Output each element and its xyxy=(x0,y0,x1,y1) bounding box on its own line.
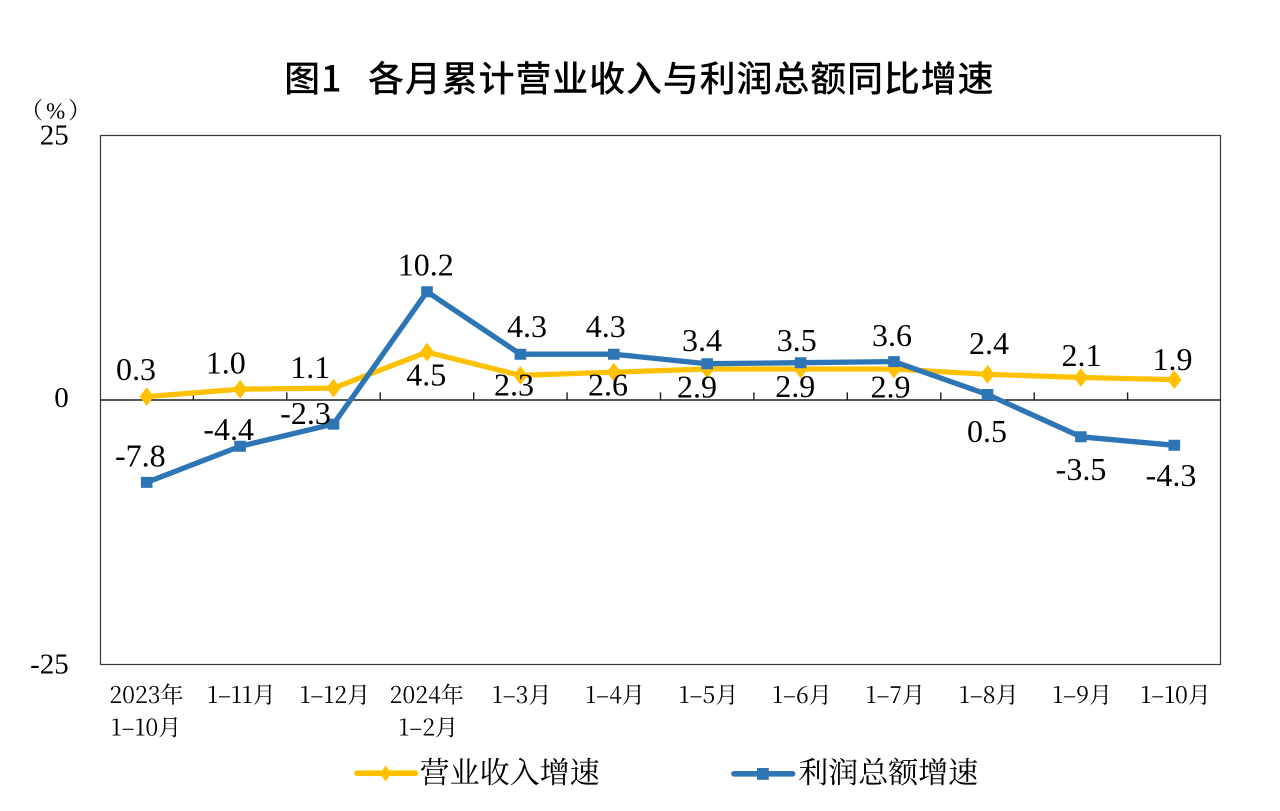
svg-text:-2.3: -2.3 xyxy=(280,395,331,431)
svg-text:2.9: 2.9 xyxy=(871,368,911,404)
svg-text:-25: -25 xyxy=(30,649,69,681)
svg-text:2.1: 2.1 xyxy=(1062,337,1102,373)
svg-text:-4.3: -4.3 xyxy=(1146,457,1197,493)
svg-text:4.5: 4.5 xyxy=(406,357,446,393)
svg-text:-3.5: -3.5 xyxy=(1056,451,1107,487)
svg-text:0.5: 0.5 xyxy=(967,413,1007,449)
svg-text:1.9: 1.9 xyxy=(1153,341,1193,377)
svg-text:10.2: 10.2 xyxy=(398,247,454,283)
svg-text:-7.8: -7.8 xyxy=(115,438,166,474)
svg-text:2.9: 2.9 xyxy=(677,369,717,405)
svg-text:1.1: 1.1 xyxy=(290,349,330,385)
svg-text:4.3: 4.3 xyxy=(507,308,547,344)
svg-text:3.5: 3.5 xyxy=(777,322,817,358)
svg-text:2.9: 2.9 xyxy=(775,368,815,404)
svg-text:-4.4: -4.4 xyxy=(203,411,254,447)
svg-text:0: 0 xyxy=(54,382,69,414)
svg-text:1.0: 1.0 xyxy=(206,345,246,381)
svg-text:3.6: 3.6 xyxy=(872,317,912,353)
svg-text:3.4: 3.4 xyxy=(682,322,722,358)
svg-text:25: 25 xyxy=(40,120,69,152)
svg-text:2.6: 2.6 xyxy=(588,366,628,402)
svg-text:2.4: 2.4 xyxy=(969,325,1009,361)
svg-text:4.3: 4.3 xyxy=(586,308,626,344)
svg-text:2.3: 2.3 xyxy=(494,366,534,402)
svg-text:0.3: 0.3 xyxy=(116,351,156,387)
